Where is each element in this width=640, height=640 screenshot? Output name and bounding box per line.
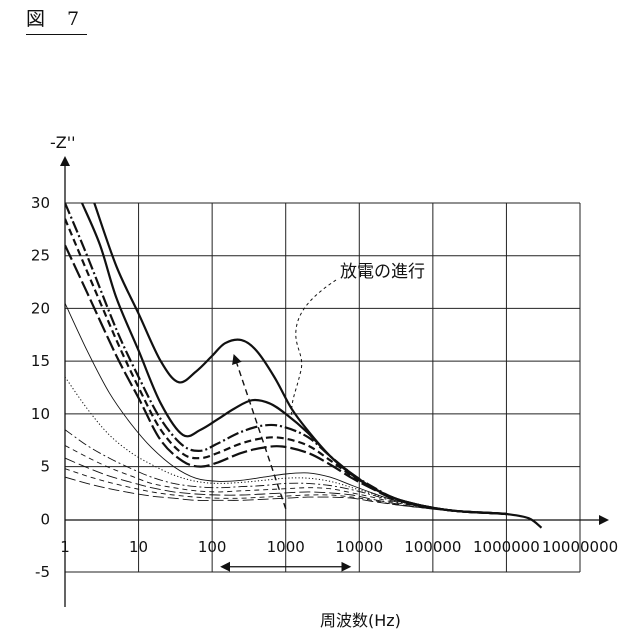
series-line-2 [82, 203, 506, 514]
y-axis-title: -Z'' [50, 133, 76, 152]
label-leader-line [292, 280, 336, 418]
series-line-1 [94, 203, 541, 528]
x-tick-label: 10000 [335, 538, 383, 556]
y-tick-label: 25 [31, 247, 50, 265]
x-axis-title: 周波数(Hz) [320, 611, 401, 630]
y-tick-label: 20 [31, 299, 50, 317]
x-tick-label: 1 [60, 538, 70, 556]
grid [65, 203, 580, 572]
x-tick-label: 1000000 [473, 538, 540, 556]
x-tick-label: 1000 [267, 538, 305, 556]
annotations: 放電の進行 [222, 262, 425, 567]
discharge-label: 放電の進行 [340, 262, 425, 282]
x-tick-label: 100000 [404, 538, 461, 556]
x-tick-label: 100 [198, 538, 227, 556]
y-tick-label: 5 [40, 458, 50, 476]
y-tick-label: 10 [31, 405, 50, 423]
y-tick-label: 0 [40, 510, 50, 528]
y-tick-label: -5 [35, 563, 50, 581]
x-tick-label: 10000000 [542, 538, 618, 556]
y-tick-label: 15 [31, 352, 50, 370]
tick-labels: -5 0 5 10 15 20 25 30 1 10 100 1000 10000 100000 10000… [31, 194, 618, 581]
x-tick-label: 10 [129, 538, 148, 556]
y-tick-label: 30 [31, 194, 50, 212]
series-lines [65, 203, 542, 528]
